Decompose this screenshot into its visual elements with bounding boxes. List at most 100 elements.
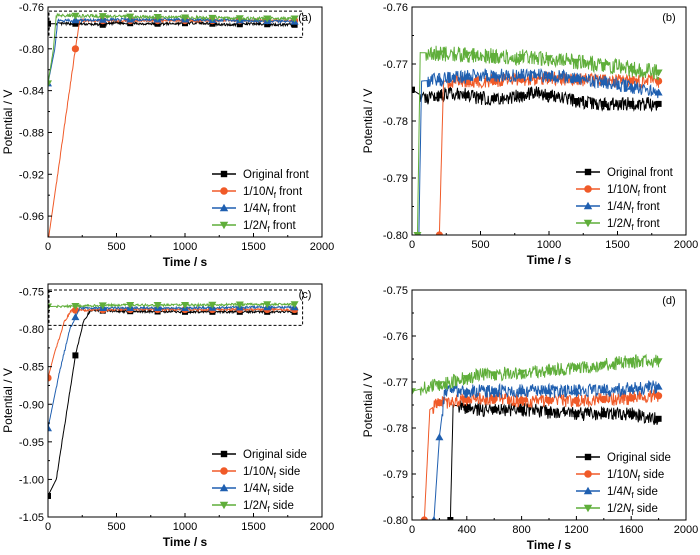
chart-panel: 0 500 1000 1500 2000 -0.96 -0.92 -0.88 -0.84 -0.8…: [1, 2, 334, 269]
y-tick-label: -1.05: [19, 512, 44, 524]
y-tick-label: -0.76: [19, 2, 44, 14]
legend-marker: [220, 170, 228, 178]
legend-label: Original front: [607, 167, 674, 179]
x-tick-label: 1500: [241, 521, 265, 533]
x-tick-label: 0: [45, 521, 51, 533]
legend-marker: [583, 201, 593, 210]
chart-panel: 0 400 800 1200 1600 2000 -0.80 -0.79 -0.78 -0.77 -…: [361, 285, 698, 552]
x-tick-label: 500: [107, 521, 125, 533]
legend-marker: [219, 221, 229, 230]
series-marker: [490, 395, 498, 403]
series-marker: [291, 21, 298, 28]
series-marker: [420, 516, 428, 520]
series-marker: [153, 302, 162, 310]
x-tick-label: 1500: [605, 239, 629, 251]
y-tick-label: -0.88: [19, 127, 44, 139]
series-marker: [126, 302, 135, 310]
legend-label: Original front: [243, 169, 310, 181]
series-marker: [263, 301, 272, 309]
series-marker: [462, 387, 471, 395]
legend: Original side 1/10Nf side 1/4Nf side 1/2Nf …: [576, 452, 671, 517]
legend-marker: [220, 187, 228, 195]
y-tick-label: -1.00: [19, 474, 44, 486]
x-tick-label: 2000: [310, 521, 334, 533]
series-marker: [181, 302, 189, 310]
y-tick-label: -0.76: [383, 2, 408, 14]
series-marker: [48, 492, 51, 499]
panel-label: (d): [662, 295, 675, 307]
series-line: [417, 45, 660, 235]
series-marker: [235, 301, 244, 309]
series-marker: [435, 381, 444, 389]
series-marker: [572, 74, 581, 82]
legend-marker: [219, 203, 229, 212]
series-marker: [546, 92, 552, 99]
chart-panel: 0 500 1000 1500 2000 -0.80 -0.79 -0.78 -0.77 -0.7…: [361, 2, 698, 267]
series-marker: [518, 396, 526, 404]
panel-label: (b): [662, 12, 675, 24]
series-marker: [98, 302, 107, 310]
zoom-region-box: [48, 289, 304, 326]
x-tick-label: 0: [45, 241, 51, 253]
series-line: [423, 389, 659, 520]
series-line: [48, 308, 295, 497]
series-marker: [517, 71, 526, 79]
y-tick-label: -0.79: [383, 173, 408, 185]
legend-label: 1/4Nf side: [607, 486, 658, 500]
series-marker: [627, 358, 636, 366]
series-marker: [462, 375, 471, 383]
y-tick-label: -0.95: [19, 437, 44, 449]
series-marker: [71, 16, 80, 24]
series-marker: [655, 415, 662, 422]
legend-marker: [584, 470, 592, 478]
legend-label: 1/4Nf front: [243, 203, 297, 217]
series-marker: [463, 92, 470, 99]
series-marker: [290, 15, 299, 23]
y-tick-label: -0.84: [19, 86, 44, 98]
series-line: [449, 400, 660, 520]
series-marker: [98, 13, 107, 21]
series-marker: [71, 313, 80, 321]
series-marker: [599, 62, 608, 70]
series-marker: [600, 411, 607, 418]
series-marker: [572, 58, 581, 66]
legend-label: 1/10Nf side: [243, 466, 300, 480]
series-marker: [545, 387, 553, 395]
y-axis-label: Potential / V: [361, 89, 375, 154]
y-tick-label: -0.77: [383, 59, 408, 71]
series-marker: [517, 54, 526, 62]
series-marker: [599, 386, 608, 394]
series-marker: [572, 365, 581, 373]
x-tick-label: 1000: [537, 239, 561, 251]
series-marker: [654, 69, 663, 77]
y-tick-label: -0.92: [19, 169, 44, 181]
legend-marker: [220, 467, 228, 475]
series-marker: [463, 404, 470, 411]
legend-label: Original side: [607, 452, 671, 464]
x-tick-label: 1000: [173, 521, 197, 533]
series-line: [412, 353, 660, 396]
series-marker: [490, 76, 498, 85]
series-marker: [72, 20, 79, 27]
series-line: [418, 67, 659, 235]
legend-label: 1/2Nf front: [607, 218, 661, 232]
series-marker: [264, 21, 271, 28]
legend: Original front 1/10Nf front 1/4Nf front 1/2…: [576, 167, 674, 232]
y-tick-label: -0.75: [19, 287, 44, 299]
series-marker: [628, 100, 635, 107]
legend-label: 1/2Nf side: [243, 500, 294, 514]
series-marker: [490, 53, 499, 61]
series-marker: [48, 424, 52, 432]
series-marker: [518, 92, 525, 99]
series-marker: [546, 408, 552, 415]
x-axis-label: Time / s: [163, 535, 208, 549]
series-marker: [628, 411, 635, 418]
series-marker: [72, 352, 79, 359]
series-line: [48, 304, 295, 429]
series-marker: [435, 433, 444, 441]
series-marker: [435, 75, 444, 83]
series-marker: [627, 394, 635, 402]
series-marker: [654, 88, 663, 96]
series-marker: [208, 14, 217, 22]
series-marker: [627, 65, 636, 73]
